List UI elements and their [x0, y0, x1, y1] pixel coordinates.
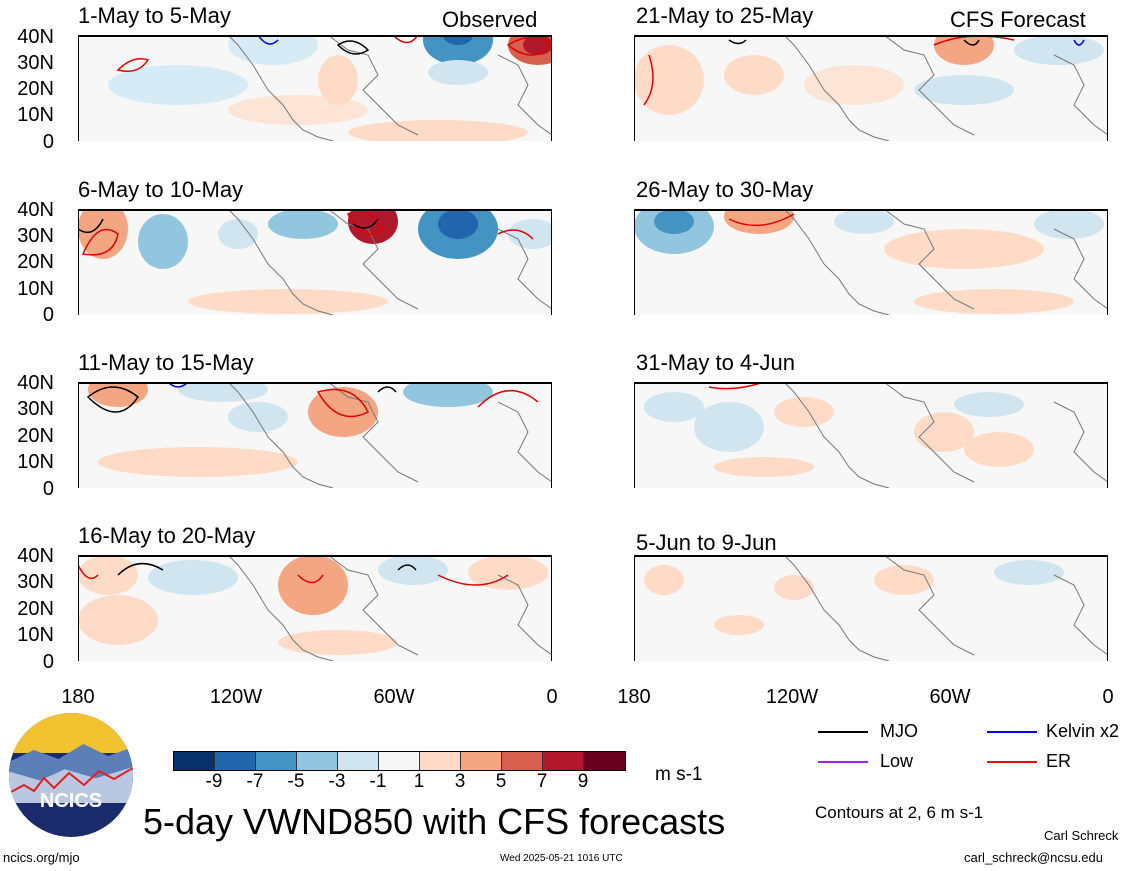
colorbar-label: -9: [205, 771, 223, 792]
legend-line-kelvin: [987, 731, 1037, 733]
y-tick-label: 10N: [17, 624, 54, 646]
legend-line-low: [818, 761, 868, 763]
colorbar-label: -7: [246, 771, 264, 792]
colorbar-units: m s-1: [655, 764, 703, 785]
y-tick-label: 30N: [17, 571, 54, 593]
y-tick-label: 30N: [17, 52, 54, 74]
x-tick-label: 60W: [373, 686, 415, 708]
y-tick-label: 10N: [17, 104, 54, 126]
panel-title: 31-May to 4-Jun: [636, 350, 795, 375]
colorbar-swatch: [461, 752, 502, 770]
y-tick-label: 0: [42, 304, 54, 326]
map-contours: [783, 555, 1108, 661]
x-tick-label: 120W: [209, 686, 263, 708]
y-tick-label: 0: [42, 478, 54, 500]
map-contours: [116, 35, 552, 141]
map-contours: [78, 209, 552, 315]
logo-text: NCICS: [39, 790, 103, 812]
map-panel-7: [634, 382, 1108, 488]
x-tick-label: 60W: [929, 686, 971, 708]
y-tick-label: 40N: [17, 26, 54, 48]
map-panel-5: [634, 35, 1108, 141]
colorbar-swatch: [215, 752, 256, 770]
panel-title: 6-May to 10-May: [78, 177, 244, 202]
colorbar-swatch: [502, 752, 543, 770]
panel-title: 1-May to 5-May: [78, 3, 231, 28]
y-tick-label: 30N: [17, 225, 54, 247]
footer-timestamp: Wed 2025-05-21 1016 UTC: [500, 853, 623, 864]
y-tick-label: 0: [42, 651, 54, 673]
map-panel-3: [78, 382, 552, 488]
footer-url: ncics.org/mjo: [3, 850, 80, 865]
panel-title: 16-May to 20-May: [78, 523, 256, 548]
y-tick-label: 40N: [17, 545, 54, 567]
map-panel-6: [634, 209, 1108, 315]
colorbar: [173, 751, 626, 771]
y-tick-label: 10N: [17, 451, 54, 473]
forecast-label: CFS Forecast: [950, 7, 1086, 32]
legend-line-er: [987, 761, 1037, 763]
map-panel-1: [78, 35, 552, 141]
y-tick-label: 10N: [17, 278, 54, 300]
legend-label-er: ER: [1046, 751, 1072, 771]
map-contours: [86, 382, 552, 488]
colorbar-swatch: [174, 752, 215, 770]
colorbar-label: 7: [536, 771, 548, 792]
y-tick-label: 40N: [17, 372, 54, 394]
y-tick-label: 40N: [17, 199, 54, 221]
colorbar-label: 1: [413, 771, 425, 792]
contours-note: Contours at 2, 6 m s-1: [815, 803, 984, 822]
y-tick-label: 30N: [17, 398, 54, 420]
footer-email: carl_schreck@ncsu.edu: [964, 850, 1103, 865]
panel-title: 11-May to 15-May: [78, 350, 254, 375]
panel-title: 26-May to 30-May: [636, 177, 814, 202]
colorbar-swatch: [584, 752, 625, 770]
map-panel-4: [78, 555, 552, 661]
legend-label-mjo: MJO: [880, 721, 918, 741]
y-tick-label: 20N: [17, 78, 54, 100]
footer-author: Carl Schreck: [1044, 828, 1119, 843]
map-contours: [708, 382, 1108, 488]
panel-title: 5-Jun to 9-Jun: [636, 530, 777, 555]
main-title: 5-day VWND850 with CFS forecasts: [143, 801, 726, 842]
colorbar-label: 9: [577, 771, 589, 792]
colorbar-swatch: [338, 752, 379, 770]
y-tick-label: 20N: [17, 425, 54, 447]
y-tick-label: 20N: [17, 598, 54, 620]
map-panel-2: [78, 209, 552, 315]
x-tick-label: 0: [1102, 686, 1114, 708]
colorbar-swatch: [420, 752, 461, 770]
colorbar-label: 5: [495, 771, 507, 792]
y-tick-label: 0: [42, 131, 54, 153]
legend-label-kelvin: Kelvin x2: [1046, 721, 1120, 741]
colorbar-label: 3: [454, 771, 466, 792]
colorbar-label: -3: [328, 771, 346, 792]
colorbar-swatch: [379, 752, 420, 770]
y-tick-label: 20N: [17, 251, 54, 273]
x-tick-label: 180: [61, 686, 95, 708]
x-tick-label: 120W: [765, 686, 819, 708]
colorbar-label: -5: [287, 771, 305, 792]
map-panel-8: [634, 555, 1108, 661]
legend-line-mjo: [818, 731, 868, 733]
legend-label-low: Low: [880, 751, 914, 771]
panel-title: 21-May to 25-May: [636, 3, 814, 28]
x-tick-label: 0: [546, 686, 558, 708]
colorbar-swatch: [543, 752, 584, 770]
map-contours: [728, 209, 1108, 315]
colorbar-label: -1: [369, 771, 387, 792]
colorbar-swatch: [256, 752, 297, 770]
map-contours: [78, 555, 552, 661]
colorbar-swatch: [297, 752, 338, 770]
ncics-logo: NCICS: [9, 713, 133, 837]
x-tick-label: 180: [617, 686, 651, 708]
observed-label: Observed: [442, 7, 538, 32]
